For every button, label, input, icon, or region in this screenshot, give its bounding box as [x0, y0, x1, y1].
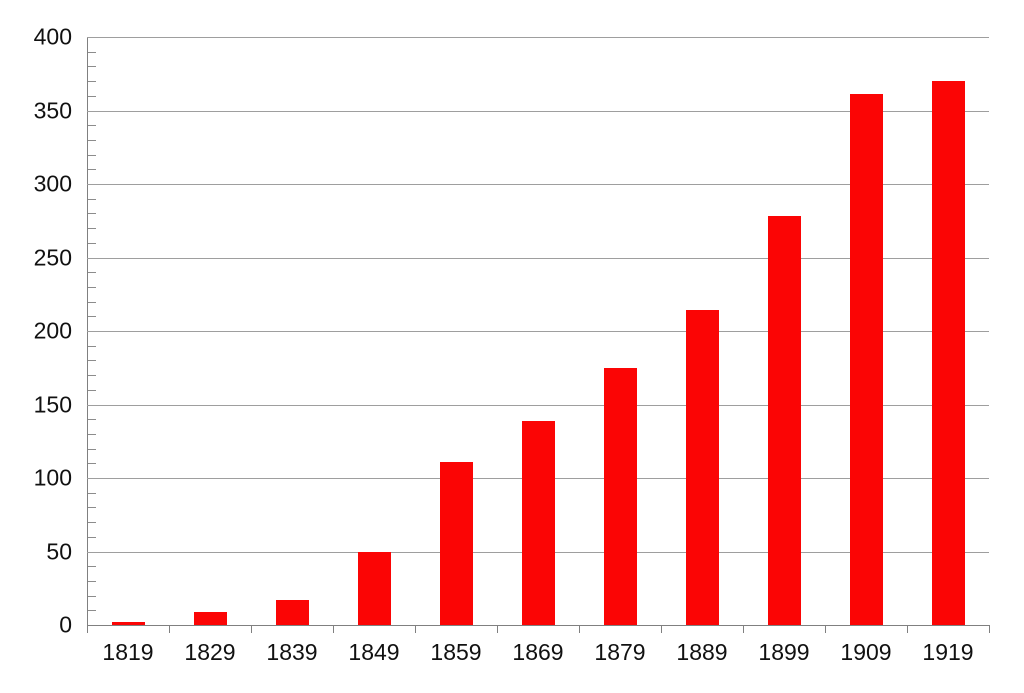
x-axis-tick-2	[251, 625, 252, 633]
y-minor-tick-390	[88, 51, 96, 53]
y-minor-tick-220	[88, 301, 96, 303]
y-minor-tick-240	[88, 272, 96, 274]
x-tick-label-1919: 1919	[922, 639, 974, 665]
y-tick-label-0: 0	[59, 611, 72, 638]
bar-1839	[275, 600, 309, 625]
y-minor-tick-360	[88, 95, 96, 97]
x-axis-tick-11	[989, 625, 990, 633]
y-tick-label-300: 300	[33, 170, 72, 197]
y-axis-line	[87, 37, 88, 632]
x-axis-tick-8	[743, 625, 744, 633]
gridline-250	[87, 257, 989, 259]
x-axis-tick-3	[333, 625, 334, 633]
x-axis-tick-0	[87, 625, 88, 633]
x-tick-label-1909: 1909	[840, 639, 892, 665]
y-minor-tick-90	[88, 492, 96, 494]
x-axis-tick-4	[415, 625, 416, 633]
x-tick-label-1849: 1849	[348, 639, 400, 665]
bar-1849	[357, 551, 391, 625]
gridline-350	[87, 110, 989, 112]
bar-1819	[111, 622, 145, 625]
gridline-200	[87, 331, 989, 332]
bar-1879	[603, 367, 637, 625]
y-tick-label-350: 350	[33, 97, 72, 123]
gridline-300	[87, 184, 989, 185]
y-minor-tick-140	[88, 419, 96, 421]
x-tick-label-1829: 1829	[184, 639, 236, 665]
x-axis-tick-6	[579, 625, 580, 633]
y-tick-label-150: 150	[33, 391, 72, 417]
x-axis-line	[87, 625, 989, 626]
y-minor-tick-230	[88, 286, 96, 288]
y-minor-tick-10	[88, 610, 96, 612]
x-tick-label-1899: 1899	[758, 639, 810, 665]
y-minor-tick-190	[88, 345, 96, 347]
y-minor-tick-70	[88, 522, 96, 524]
x-axis-tick-10	[907, 625, 908, 633]
bar-1919	[931, 81, 965, 625]
y-minor-tick-340	[88, 125, 96, 127]
y-minor-tick-290	[88, 198, 96, 200]
y-minor-tick-40	[88, 566, 96, 568]
y-minor-tick-80	[88, 507, 96, 509]
y-minor-tick-20	[88, 595, 96, 597]
y-minor-tick-330	[88, 139, 96, 141]
x-tick-label-1889: 1889	[676, 639, 728, 665]
y-minor-tick-60	[88, 536, 96, 538]
y-minor-tick-380	[88, 66, 96, 68]
x-tick-label-1839: 1839	[266, 639, 318, 665]
bar-1889	[685, 310, 719, 625]
x-tick-label-1869: 1869	[512, 639, 564, 665]
y-minor-tick-370	[88, 81, 96, 83]
y-tick-label-100: 100	[33, 464, 72, 491]
y-minor-tick-170	[88, 375, 96, 377]
bar-1869	[521, 420, 555, 625]
y-minor-tick-160	[88, 389, 96, 391]
y-minor-tick-260	[88, 242, 96, 244]
y-minor-tick-120	[88, 448, 96, 450]
bar-1899	[767, 216, 801, 625]
x-axis-tick-1	[169, 625, 170, 633]
y-minor-tick-210	[88, 316, 96, 318]
y-minor-tick-110	[88, 463, 96, 465]
y-minor-tick-180	[88, 360, 96, 362]
y-minor-tick-320	[88, 154, 96, 156]
y-tick-label-50: 50	[46, 538, 72, 564]
x-axis-tick-5	[497, 625, 498, 633]
y-tick-label-250: 250	[33, 244, 72, 270]
plot-area	[87, 37, 990, 633]
y-minor-tick-30	[88, 580, 96, 582]
y-minor-tick-270	[88, 228, 96, 230]
y-minor-tick-280	[88, 213, 96, 215]
x-tick-label-1819: 1819	[102, 639, 154, 665]
y-minor-tick-130	[88, 433, 96, 435]
bar-1859	[439, 461, 473, 625]
x-tick-label-1879: 1879	[594, 639, 646, 665]
bar-1909	[849, 94, 883, 625]
y-tick-label-200: 200	[33, 317, 72, 344]
x-axis-tick-7	[661, 625, 662, 633]
y-tick-label-400: 400	[33, 23, 72, 50]
y-minor-tick-310	[88, 169, 96, 171]
gridline-150	[87, 404, 989, 406]
bar-1829	[193, 611, 227, 625]
x-tick-label-1859: 1859	[430, 639, 482, 665]
gridline-400	[87, 37, 989, 38]
x-axis-tick-9	[825, 625, 826, 633]
